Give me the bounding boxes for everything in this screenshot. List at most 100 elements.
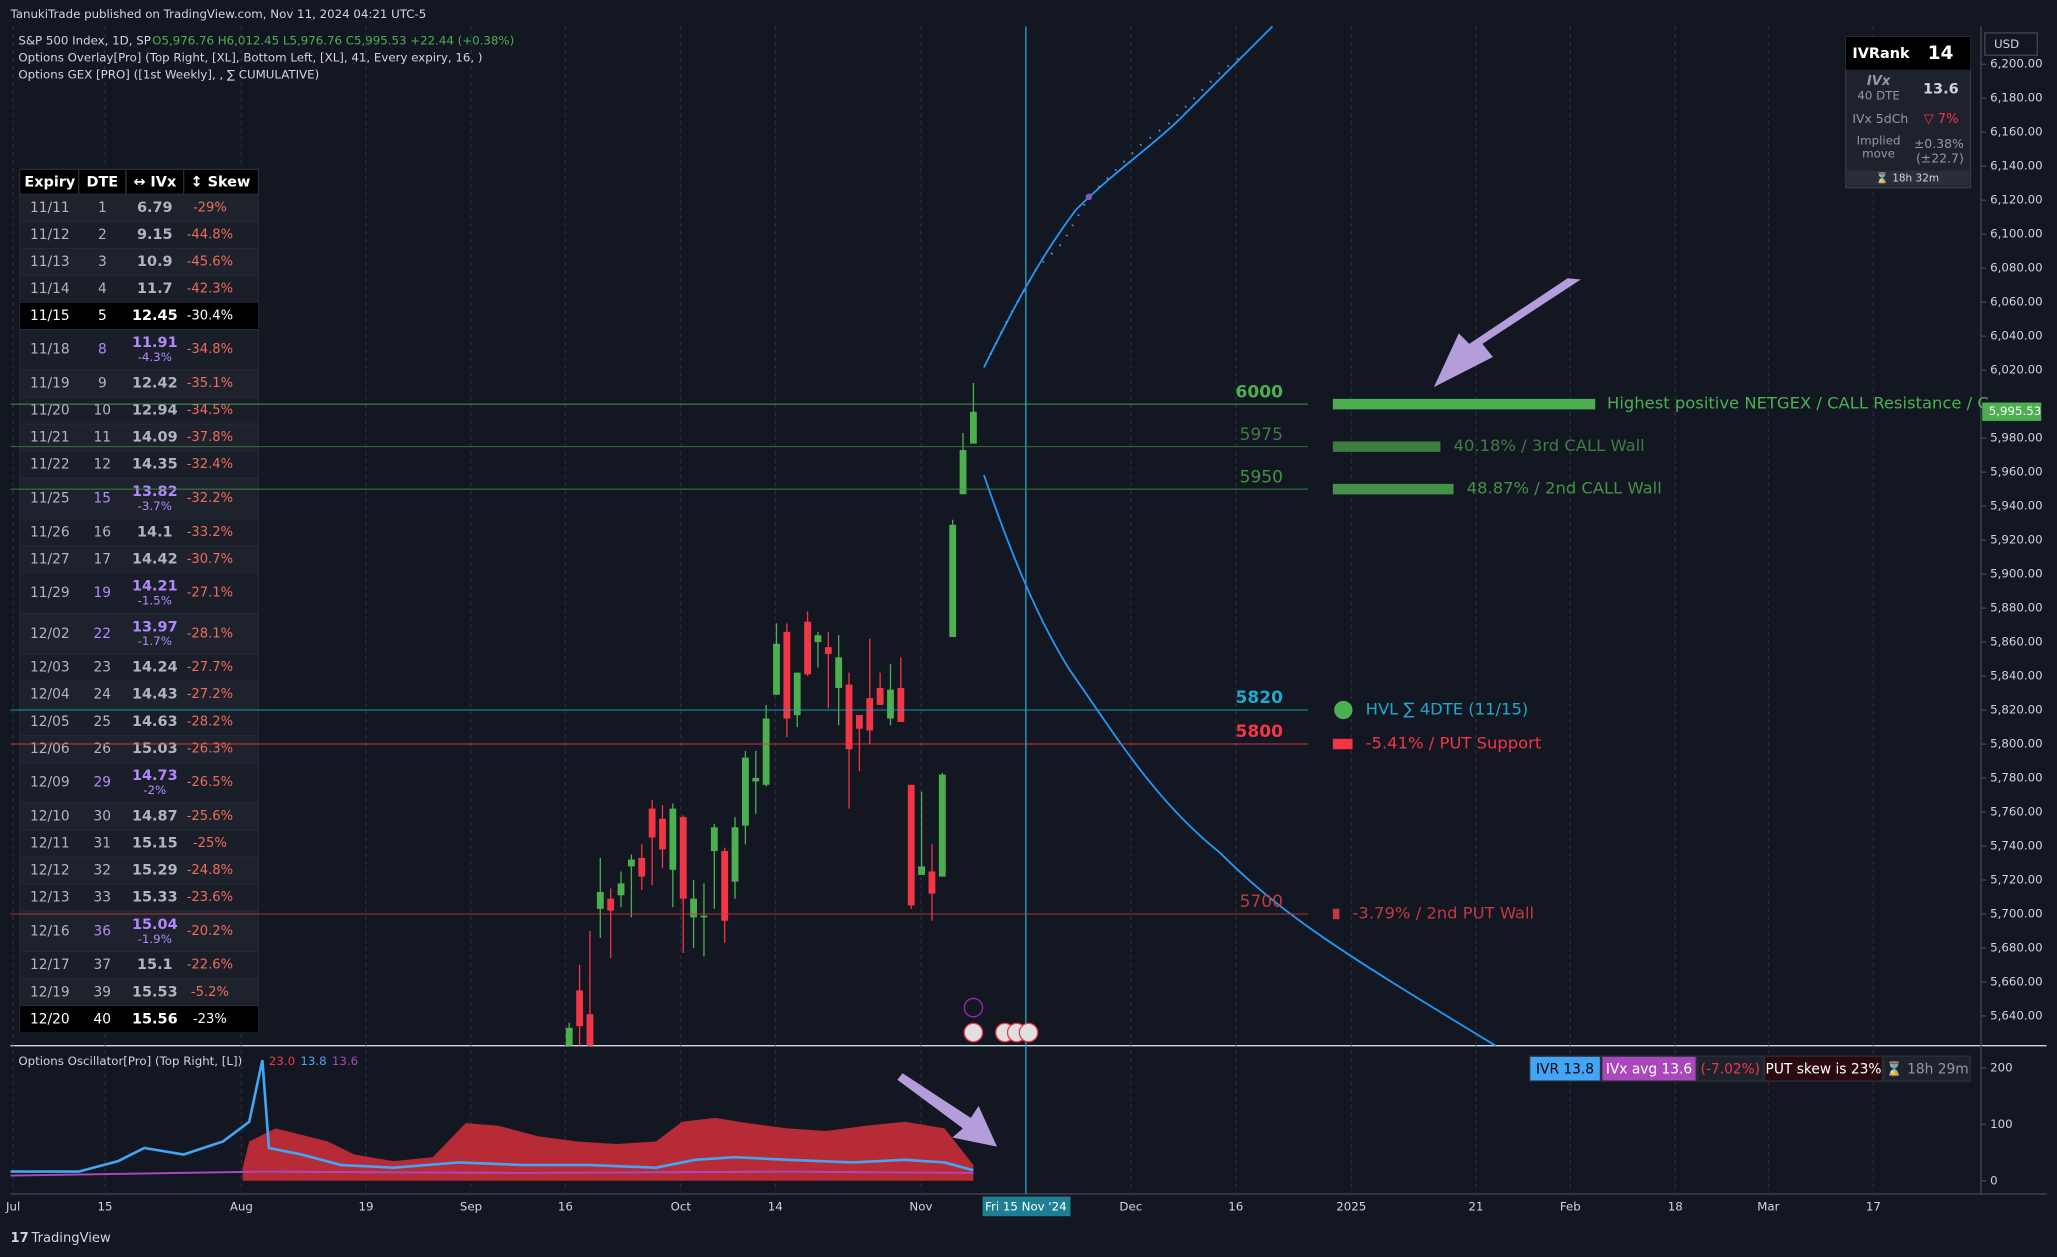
price-label: 5,840.00 [1990, 669, 2043, 683]
candle-body [814, 635, 822, 643]
osc-legend: Options Oscillator[Pro] (Top Right, [L]) [18, 1054, 242, 1068]
arrow [897, 1073, 998, 1147]
candle-body [773, 643, 780, 695]
row-bg [19, 329, 259, 371]
expiry: 12/12 [30, 863, 70, 879]
ivx: 14.1 [137, 524, 173, 540]
osc-value: 13.6 [332, 1054, 358, 1068]
skew: -35.1% [187, 376, 233, 391]
candle-body [887, 689, 894, 719]
symbol: S&P 500 Index, 1D, SP [18, 33, 151, 47]
candle-body [824, 647, 832, 654]
event-icon [963, 997, 984, 1018]
price-label: 5,920.00 [1990, 533, 2043, 547]
dte: 1 [98, 200, 107, 216]
price-label: 6,100.00 [1990, 227, 2043, 241]
price-label: 5,880.00 [1990, 601, 2043, 615]
dte: 8 [98, 342, 107, 358]
implied-move-upper [983, 25, 1274, 368]
dte: 24 [94, 687, 112, 703]
level-bar [1332, 738, 1353, 750]
expiry: 12/03 [30, 660, 70, 676]
osc-tick: 200 [1990, 1060, 2013, 1074]
skew: -24.8% [187, 863, 233, 878]
candle-body [648, 808, 656, 838]
dotted-projection [989, 51, 1247, 355]
dte: 4 [98, 281, 107, 297]
ivx: 14.21 [132, 579, 178, 595]
candle-body [959, 450, 967, 495]
row-bg [19, 450, 259, 479]
price-label: 6,080.00 [1990, 261, 2043, 275]
candle-body [700, 915, 708, 918]
row-bg [19, 761, 259, 804]
currency-box[interactable] [1984, 32, 2038, 56]
skew: -25% [193, 836, 227, 851]
expiry: 11/27 [30, 551, 70, 567]
price-label: 5,980.00 [1990, 431, 2043, 445]
ivx: 14.35 [132, 457, 178, 473]
row-bg [19, 1005, 259, 1034]
dte: 29 [94, 775, 112, 791]
ivx: 14.43 [132, 687, 178, 703]
time-label: Nov [909, 1200, 932, 1214]
level-price: 6000 [1236, 382, 1284, 402]
skew: -20.2% [187, 924, 233, 939]
time-label: 16 [1228, 1200, 1243, 1214]
expiry: 11/29 [30, 585, 70, 601]
price-label: 6,140.00 [1990, 159, 2043, 173]
expiry: 11/26 [30, 524, 70, 540]
expiry: 11/20 [30, 403, 70, 419]
osc-value: 13.8 [300, 1054, 326, 1068]
candle-body [565, 1027, 573, 1046]
skew: -27.1% [187, 586, 233, 601]
level-dot [1334, 700, 1353, 720]
candle-body [741, 757, 749, 826]
candle-body [596, 891, 604, 909]
dte: 22 [94, 626, 112, 642]
expiry: 12/13 [30, 890, 70, 906]
ivrank-label: IVRank [1852, 46, 1910, 62]
row-bg [19, 613, 259, 655]
ivx: 14.87 [132, 808, 178, 824]
skew: -27.7% [187, 660, 233, 675]
change: ▽ 7% [1924, 112, 1959, 127]
price-label: 5,960.00 [1990, 465, 2043, 479]
cursor-label-bg [982, 1196, 1071, 1217]
ivx-label: IVx [1867, 74, 1891, 89]
price-label: 6,200.00 [1990, 57, 2043, 71]
candle-body [576, 990, 583, 1027]
skew: -37.8% [187, 430, 233, 445]
expiry: 12/10 [30, 808, 70, 824]
level-bar [1332, 483, 1454, 495]
skew: -42.3% [187, 281, 233, 296]
level-label: -5.41% / PUT Support [1366, 734, 1542, 753]
badge: (-7.02%) [1701, 1061, 1760, 1077]
level-price: 5975 [1240, 425, 1283, 445]
osc-value: 23.0 [269, 1054, 295, 1068]
level-price: 5950 [1240, 467, 1283, 487]
candle-body [607, 898, 615, 911]
skew: -27.2% [187, 687, 233, 702]
dte: 26 [94, 741, 112, 757]
indicator: Options Overlay[Pro] (Top Right, [XL], B… [18, 50, 482, 64]
ivx: 12.45 [132, 308, 178, 324]
row-bg [19, 275, 259, 303]
ivx: 12.94 [132, 403, 178, 419]
skew: -44.8% [187, 227, 233, 242]
candle-body [762, 718, 770, 785]
dte: 11 [94, 430, 112, 446]
candle-body [866, 698, 874, 731]
badge: PUT skew is 23% [1766, 1061, 1882, 1077]
skew: -34.8% [187, 342, 233, 357]
candle-body [969, 411, 977, 444]
ivx: 15.1 [137, 957, 173, 973]
osc-tick: 0 [1990, 1173, 1998, 1187]
indicator: Options GEX [PRO] ([1st Weekly], , ∑ CUM… [18, 67, 319, 81]
currency[interactable]: USD [1994, 37, 2019, 51]
row-bg [19, 220, 259, 249]
badge: IVx avg 13.6 [1606, 1061, 1692, 1077]
